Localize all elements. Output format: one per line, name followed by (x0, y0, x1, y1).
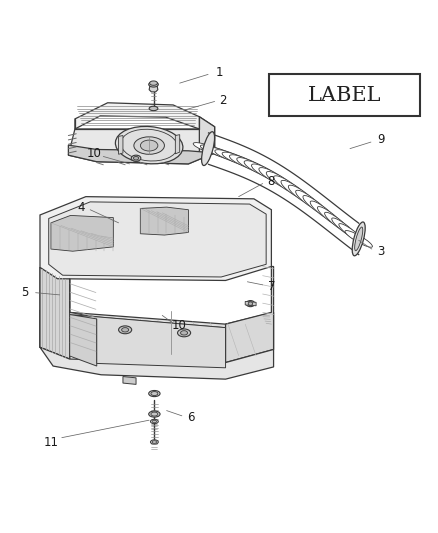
Ellipse shape (151, 412, 158, 416)
Ellipse shape (274, 176, 300, 195)
Text: 8: 8 (268, 175, 275, 188)
Polygon shape (40, 197, 272, 280)
Polygon shape (149, 84, 158, 92)
Ellipse shape (248, 302, 253, 305)
Ellipse shape (150, 440, 158, 444)
Ellipse shape (141, 140, 158, 151)
Text: 11: 11 (43, 435, 58, 448)
Polygon shape (68, 145, 215, 164)
Ellipse shape (244, 160, 272, 177)
Ellipse shape (237, 158, 265, 173)
Ellipse shape (134, 157, 139, 160)
Ellipse shape (325, 212, 350, 232)
Polygon shape (49, 202, 266, 277)
Ellipse shape (149, 82, 158, 87)
Polygon shape (75, 103, 199, 129)
Ellipse shape (122, 328, 129, 332)
Polygon shape (70, 314, 226, 356)
Polygon shape (119, 135, 123, 154)
Ellipse shape (303, 196, 328, 216)
Polygon shape (40, 268, 70, 359)
Ellipse shape (201, 145, 230, 157)
Text: LABEL: LABEL (308, 86, 381, 104)
Ellipse shape (115, 126, 183, 164)
Text: 4: 4 (78, 201, 85, 214)
Text: 7: 7 (268, 280, 275, 293)
FancyBboxPatch shape (269, 75, 420, 116)
Ellipse shape (281, 180, 307, 200)
Ellipse shape (131, 155, 141, 161)
Text: 6: 6 (187, 410, 194, 424)
Text: 10: 10 (87, 147, 102, 160)
Ellipse shape (259, 167, 286, 185)
Polygon shape (51, 215, 113, 251)
Ellipse shape (318, 207, 343, 227)
Ellipse shape (222, 152, 251, 166)
Polygon shape (70, 279, 97, 366)
Polygon shape (175, 135, 180, 154)
Polygon shape (226, 266, 274, 362)
Ellipse shape (208, 147, 237, 160)
Polygon shape (40, 348, 274, 379)
Ellipse shape (246, 301, 255, 306)
Ellipse shape (296, 190, 321, 210)
Ellipse shape (310, 201, 336, 221)
Polygon shape (68, 117, 215, 164)
Text: 9: 9 (377, 133, 384, 147)
Ellipse shape (152, 420, 156, 423)
Ellipse shape (332, 218, 357, 238)
Ellipse shape (215, 150, 244, 163)
Ellipse shape (352, 222, 365, 256)
Ellipse shape (149, 106, 158, 111)
Ellipse shape (150, 419, 158, 424)
Ellipse shape (180, 330, 187, 335)
Text: 1: 1 (215, 66, 223, 79)
Ellipse shape (134, 137, 164, 154)
Polygon shape (40, 310, 274, 362)
Ellipse shape (177, 329, 191, 337)
Ellipse shape (266, 172, 293, 190)
Ellipse shape (288, 185, 314, 205)
Text: 5: 5 (21, 286, 28, 299)
Polygon shape (70, 314, 226, 368)
Text: 3: 3 (377, 245, 384, 258)
Ellipse shape (149, 411, 160, 417)
Polygon shape (40, 268, 70, 359)
Text: 10: 10 (171, 319, 186, 332)
Text: 2: 2 (219, 94, 227, 107)
Ellipse shape (149, 391, 160, 397)
Ellipse shape (355, 227, 363, 251)
Ellipse shape (193, 143, 223, 155)
Ellipse shape (151, 392, 158, 395)
Ellipse shape (230, 155, 258, 169)
Ellipse shape (119, 326, 132, 334)
Ellipse shape (152, 441, 156, 443)
Polygon shape (199, 117, 215, 153)
Ellipse shape (345, 231, 372, 247)
Ellipse shape (150, 81, 157, 85)
Ellipse shape (201, 132, 215, 166)
Ellipse shape (339, 224, 364, 244)
Polygon shape (123, 376, 136, 384)
Polygon shape (245, 302, 256, 306)
Polygon shape (141, 207, 188, 235)
Ellipse shape (251, 164, 279, 181)
